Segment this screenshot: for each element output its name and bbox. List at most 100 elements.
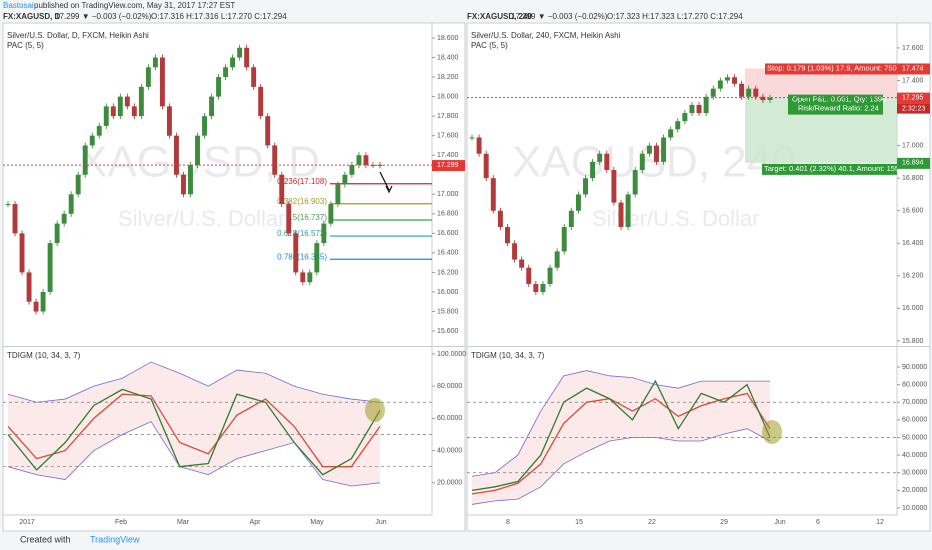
y-tick-label: 18.600 [437,35,459,42]
y-tick-label: 16.800 [902,175,924,182]
candle [724,77,730,81]
band-fill [8,362,380,487]
candle [483,153,489,179]
candle [223,67,229,78]
x-tick-label: 22 [648,519,656,526]
candle [703,96,709,114]
candle [639,153,645,171]
upper-line [471,370,770,477]
slow-line [471,392,771,495]
watermark-sub: Silver/U.S. Dollar [118,206,285,231]
x-tick-label: Apr [250,519,262,526]
candle [195,135,200,165]
pnl-box [788,94,883,115]
y-tick-label: 60.0000 [902,417,927,424]
candle [547,267,553,284]
osc-name: TDIGM (10, 34, 3, 7) [471,351,545,360]
candle [490,178,496,211]
x-tick-label: 8 [506,519,510,526]
candle [540,283,546,293]
y-tick-label: 15.600 [437,328,459,335]
candle [568,210,574,227]
candle [314,243,320,273]
candle [342,174,348,185]
y-tick-label: 17.000 [437,191,459,198]
candle [5,204,11,206]
panel-title: Silver/U.S. Dollar, 240, FXCM, Heikin As… [471,31,621,40]
last-price: 17.295 [902,94,924,101]
candle [237,47,243,58]
y-tick-label: 90.0000 [902,364,927,371]
highlight [365,398,385,422]
indicator: PAC (5, 5) [7,41,44,50]
candle [349,164,355,175]
candle [131,106,137,117]
y-tick-label: 15.800 [902,338,924,345]
candle [512,243,518,260]
candle [689,104,695,114]
candle [258,86,264,117]
ratio: Risk/Reward Ratio: 2.24 [798,104,879,113]
fib-label: 0.618(16.572) [277,229,327,238]
candle [82,145,88,175]
target-price: 16.894 [902,160,924,167]
candle [54,223,60,244]
y-tick-label: 16.400 [902,240,924,247]
x-tick-label: 15 [575,519,583,526]
y-tick-label: 16.000 [437,289,459,296]
candle [632,170,638,195]
footer-brand[interactable]: TradingView [90,534,140,544]
candle [293,233,299,273]
candle [732,77,738,84]
countdown: 2:32:23 [902,105,925,112]
fast-line [7,388,381,476]
x-tick-label: Feb [115,519,127,526]
author[interactable]: Bastosai [3,1,34,10]
candle [300,272,306,283]
y-tick-label: 15.800 [437,308,459,315]
y-tick-label: 50.0000 [902,434,927,441]
y-tick-label: 20.0000 [902,487,927,494]
x-tick-label: Jun [375,519,386,526]
candle [739,83,745,97]
candle [767,97,773,101]
x-tick-label: 12 [876,519,884,526]
watermark-sub: Silver/U.S. Dollar [592,206,759,231]
y-tick-label: 80.0000 [902,381,927,388]
y-tick-label: 30.0000 [902,470,927,477]
candle [188,164,193,195]
y-tick-label: 20.0000 [437,480,462,487]
y-tick-label: 60.0000 [437,415,462,422]
candle [40,291,46,312]
candle [604,153,610,171]
countdown-box [897,103,930,114]
candle [653,145,659,162]
candle [476,137,482,154]
candle [696,104,702,114]
last-price-box [897,92,930,104]
x-tick-label: 6 [816,519,820,526]
y-tick-label: 16.600 [437,230,459,237]
candle [682,113,688,122]
candle [746,88,752,97]
candle [575,194,581,211]
candle [279,174,285,205]
stop-price-box [897,63,930,75]
candle [307,272,313,283]
candle [68,194,74,214]
band-fill [472,370,770,505]
candle [33,301,39,312]
candle [166,106,172,136]
candle [61,213,67,224]
candle [103,106,109,126]
y-tick-label: 17.600 [437,133,459,140]
y-tick-label: 100.0000 [437,351,466,358]
y-tick-label: 16.600 [902,208,924,215]
candle [646,145,652,154]
last-price-box [432,160,465,172]
candle [611,170,617,203]
candle [675,121,681,130]
candle [12,204,18,234]
y-tick-label: 16.200 [902,273,924,280]
x-tick-label: Mar [177,519,190,526]
